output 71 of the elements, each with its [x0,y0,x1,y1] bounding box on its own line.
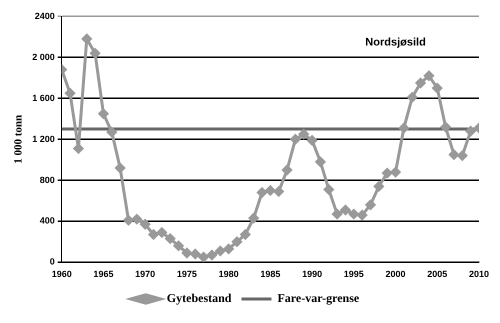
point [106,127,117,138]
point [198,252,209,262]
x-tick-label: 2010 [468,269,490,280]
point [332,209,342,220]
point [298,129,309,140]
point [357,210,368,220]
point [398,123,409,134]
y-tick-label: 2 000 [32,52,55,62]
point [148,230,159,240]
x-tick-label: 1960 [52,269,72,280]
point [432,83,442,94]
point [156,228,167,238]
point [457,150,468,161]
point [340,204,350,215]
point [366,200,376,210]
y-axis-title: 1 000 tonn [12,114,24,164]
y-tick-label: 1 200 [32,134,55,144]
point [115,162,126,173]
point [448,150,459,160]
point [73,144,84,154]
point [324,184,334,194]
point [224,244,234,254]
x-tick-label: 1985 [260,269,280,280]
x-tick-label: 1990 [302,269,322,280]
x-tick-label: 2000 [386,269,406,280]
point [98,108,108,119]
point [215,246,226,256]
x-tick-label: 1980 [218,269,239,280]
point [307,135,318,146]
point [390,167,401,178]
point [466,126,476,136]
legend-label: Gytebestand [166,291,232,306]
point [232,236,242,247]
point [82,34,92,44]
point [282,165,292,176]
x-tick-label: 1995 [344,269,364,280]
y-tick-label: 2400 [34,10,55,21]
point [65,88,76,98]
point [240,230,250,240]
x-tick-label: 1970 [135,269,156,280]
y-tick-label: 800 [40,174,55,185]
point [257,188,268,198]
point [206,250,217,260]
point [132,214,142,224]
legend-label: Fare-var-grense [277,291,360,306]
point [190,249,200,260]
point [440,122,451,132]
x-tick-label: 1965 [93,269,114,280]
point [374,181,384,192]
y-tick-label: 400 [40,216,55,226]
point [290,134,300,144]
point [424,70,434,81]
text: Nordsjøsild [365,36,426,48]
point [274,186,284,197]
point [416,78,426,88]
point [165,234,176,244]
point [348,209,359,220]
y-tick-label: 1 600 [32,92,55,103]
point [90,48,100,58]
y-tick-label: 0 [50,256,55,267]
point [382,168,392,178]
point [315,156,326,167]
point [140,219,150,230]
x-tick-label: 1975 [176,269,197,280]
point [407,92,418,102]
x-tick-label: 2005 [427,269,448,280]
point [265,186,276,196]
point [174,240,184,251]
point [123,215,134,226]
point [182,248,192,258]
point [248,213,259,224]
